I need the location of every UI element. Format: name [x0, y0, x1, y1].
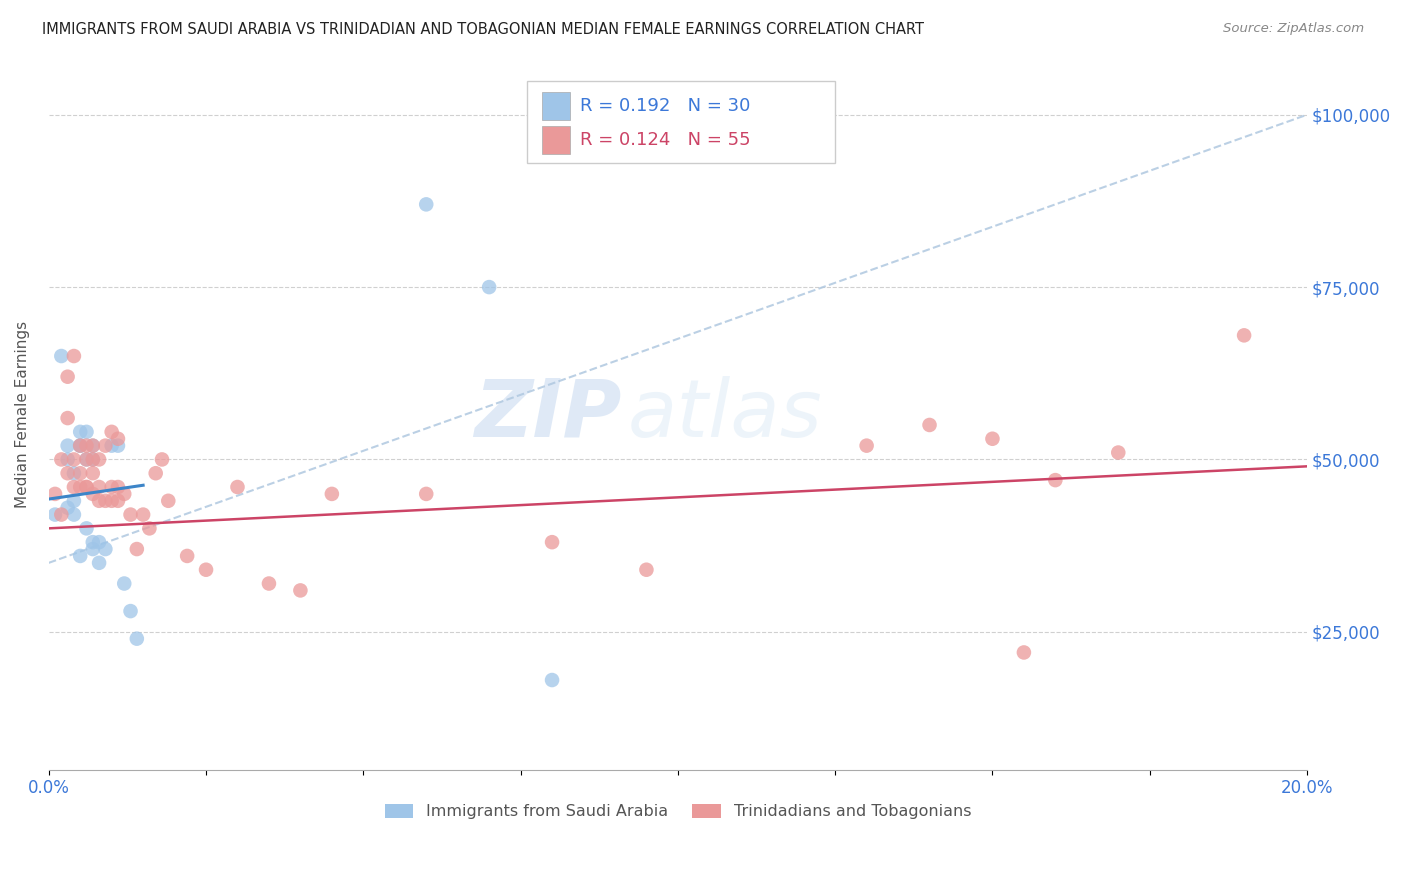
Point	[82, 467, 104, 481]
Point	[76, 480, 98, 494]
Point	[107, 439, 129, 453]
Point	[63, 452, 86, 467]
Point	[125, 632, 148, 646]
Point	[478, 280, 501, 294]
Text: IMMIGRANTS FROM SAUDI ARABIA VS TRINIDADIAN AND TOBAGONIAN MEDIAN FEMALE EARNING: IMMIGRANTS FROM SAUDI ARABIA VS TRINIDAD…	[42, 22, 924, 37]
Point	[82, 439, 104, 453]
Point	[107, 432, 129, 446]
Point	[94, 493, 117, 508]
Point	[56, 369, 79, 384]
FancyBboxPatch shape	[527, 81, 835, 162]
Point	[76, 521, 98, 535]
Point	[56, 452, 79, 467]
Point	[51, 452, 73, 467]
Point	[56, 500, 79, 515]
Point	[56, 439, 79, 453]
Point	[44, 508, 66, 522]
Point	[100, 493, 122, 508]
Point	[321, 487, 343, 501]
Point	[150, 452, 173, 467]
Point	[636, 563, 658, 577]
Point	[63, 349, 86, 363]
Legend: Immigrants from Saudi Arabia, Trinidadians and Tobagonians: Immigrants from Saudi Arabia, Trinidadia…	[378, 797, 977, 826]
Point	[415, 487, 437, 501]
Point	[100, 480, 122, 494]
Point	[112, 487, 135, 501]
Point	[87, 535, 110, 549]
Point	[76, 452, 98, 467]
Point	[69, 439, 91, 453]
Text: R = 0.192   N = 30: R = 0.192 N = 30	[579, 96, 751, 115]
Y-axis label: Median Female Earnings: Median Female Earnings	[15, 321, 30, 508]
Point	[87, 556, 110, 570]
Point	[63, 493, 86, 508]
Point	[157, 493, 180, 508]
Point	[51, 349, 73, 363]
Point	[94, 439, 117, 453]
Point	[82, 439, 104, 453]
Point	[76, 425, 98, 439]
Point	[82, 452, 104, 467]
Text: atlas: atlas	[627, 376, 823, 454]
Point	[69, 439, 91, 453]
Text: Source: ZipAtlas.com: Source: ZipAtlas.com	[1223, 22, 1364, 36]
Point	[44, 487, 66, 501]
Point	[195, 563, 218, 577]
Bar	[541, 92, 569, 120]
Point	[69, 467, 91, 481]
Point	[107, 480, 129, 494]
Point	[415, 197, 437, 211]
Point	[125, 542, 148, 557]
Point	[1107, 445, 1129, 459]
Point	[87, 452, 110, 467]
Point	[145, 467, 167, 481]
Text: ZIP: ZIP	[474, 376, 621, 454]
Point	[76, 452, 98, 467]
Point	[69, 549, 91, 563]
Point	[69, 425, 91, 439]
Point	[138, 521, 160, 535]
Point	[981, 432, 1004, 446]
Point	[257, 576, 280, 591]
Point	[63, 508, 86, 522]
Point	[63, 480, 86, 494]
Point	[87, 480, 110, 494]
Point	[76, 480, 98, 494]
Point	[82, 487, 104, 501]
Point	[69, 480, 91, 494]
Point	[541, 535, 564, 549]
Text: R = 0.124   N = 55: R = 0.124 N = 55	[579, 131, 751, 149]
Point	[107, 493, 129, 508]
Point	[176, 549, 198, 563]
Point	[120, 508, 142, 522]
Point	[76, 439, 98, 453]
Bar	[541, 126, 569, 154]
Point	[132, 508, 155, 522]
Point	[51, 508, 73, 522]
Point	[100, 439, 122, 453]
Point	[82, 452, 104, 467]
Point	[94, 542, 117, 557]
Point	[56, 467, 79, 481]
Point	[82, 542, 104, 557]
Point	[1045, 473, 1067, 487]
Point	[918, 417, 941, 432]
Point	[855, 439, 877, 453]
Point	[112, 576, 135, 591]
Point	[1233, 328, 1256, 343]
Point	[1012, 645, 1035, 659]
Point	[82, 535, 104, 549]
Point	[56, 411, 79, 425]
Point	[63, 467, 86, 481]
Point	[120, 604, 142, 618]
Point	[290, 583, 312, 598]
Point	[69, 439, 91, 453]
Point	[226, 480, 249, 494]
Point	[100, 425, 122, 439]
Point	[87, 493, 110, 508]
Point	[541, 673, 564, 687]
